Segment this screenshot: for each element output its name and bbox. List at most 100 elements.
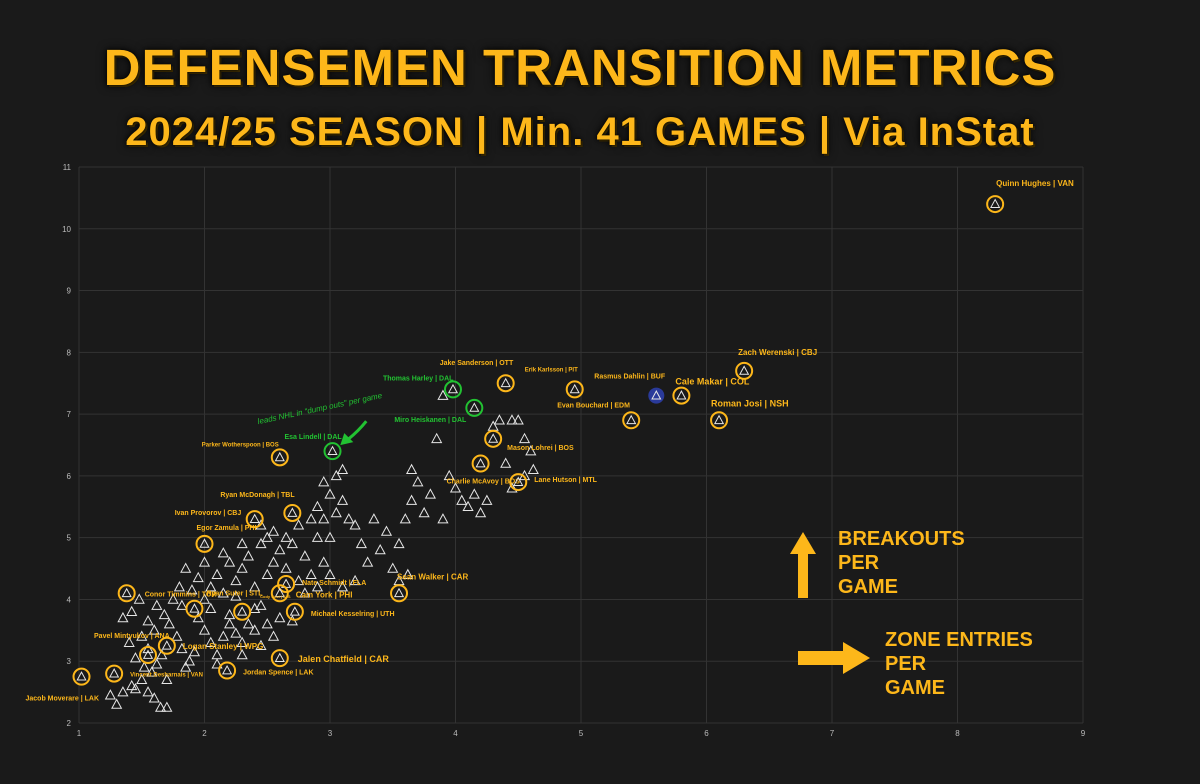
player-ring: [735, 361, 754, 380]
player-point: [163, 618, 175, 629]
player-point: [161, 673, 173, 685]
chart-subtitle: 2024/25 SEASON | Min. 41 GAMES | Via InS…: [125, 110, 1035, 154]
player-point: [443, 469, 455, 481]
player-point: [261, 531, 273, 542]
player-point: [274, 652, 285, 663]
x-tick-label: 3: [328, 729, 333, 738]
player-point: [393, 587, 405, 598]
player-ring: [270, 448, 289, 467]
player-point: [129, 652, 142, 663]
highlighted-player: Charlie McAvoy | BOS: [447, 454, 521, 486]
player-point: [311, 500, 324, 512]
x-tick-label: 6: [704, 729, 709, 738]
player-point: [462, 500, 474, 512]
player-point: [242, 550, 255, 561]
player-label: Erik Karlsson | PIT: [525, 367, 578, 373]
player-ring: [496, 374, 515, 393]
highlighted-player: Logan Stanley | WPG: [157, 636, 263, 655]
player-ring: [484, 429, 503, 448]
player-point: [506, 414, 518, 425]
x-tick-label: 9: [1081, 729, 1086, 738]
player-label: Roman Josi | NSH: [711, 398, 789, 408]
player-label: Mason Lohrei | BOS: [507, 445, 574, 452]
player-point: [293, 519, 305, 530]
player-point: [355, 537, 367, 549]
player-label: Charlie McAvoy | BOS: [447, 479, 521, 486]
player-point: [280, 562, 292, 573]
player-point: [327, 445, 338, 456]
up-arrow-icon: [790, 532, 816, 598]
player-point: [274, 611, 286, 623]
player-point: [469, 402, 480, 412]
player-label: Michael Kesselring | UTH: [311, 611, 395, 618]
player-point: [167, 593, 179, 604]
player-label: Evan Bouchard | EDM: [557, 402, 630, 409]
x-axis-legend: ZONE ENTRIES PER GAME: [885, 629, 1033, 699]
player-point: [324, 488, 336, 499]
player-point: [224, 608, 236, 620]
player-point: [525, 445, 537, 456]
player-point: [123, 636, 135, 647]
highlighted-player: Conor Timmins | TOR: [117, 584, 216, 603]
player-point: [336, 494, 349, 505]
player-point: [242, 618, 255, 629]
player-point: [311, 531, 324, 542]
player-point: [286, 537, 298, 549]
player-point: [431, 432, 443, 444]
player-ring: [270, 584, 289, 603]
chart-title: DEFENSEMEN TRANSITION METRICS: [103, 39, 1057, 96]
player-label: Cam York | PHI: [296, 590, 353, 599]
player-point: [217, 587, 229, 598]
player-point: [230, 627, 242, 638]
player-point: [362, 556, 374, 567]
player-point: [330, 469, 342, 481]
player-point: [237, 606, 248, 616]
player-point: [305, 568, 317, 579]
highlighted-player: Erik Karlsson | PIT: [525, 367, 584, 399]
player-point: [405, 463, 418, 474]
player-point: [405, 494, 418, 505]
player-point: [280, 531, 292, 542]
player-ring: [648, 387, 665, 404]
player-point: [449, 482, 462, 493]
highlighted-player: Roman Josi | NSH: [710, 398, 789, 430]
player-point: [151, 599, 163, 610]
x-tick-label: 7: [830, 729, 835, 738]
player-label: Logan Stanley | WPG: [183, 642, 263, 651]
player-point: [236, 562, 248, 573]
highlighted-players: Quinn Hughes | VAN Zach Werenski | CBJ Cal…: [26, 179, 1075, 703]
player-point: [500, 457, 512, 468]
player-point: [261, 618, 273, 629]
player-label: Jake Sanderson | OTT: [440, 360, 514, 367]
player-ring: [185, 599, 204, 618]
player-point: [236, 636, 248, 647]
highlighted-player: Jacob Moverare | LAK: [26, 667, 99, 703]
player-label: Jordan Spence | LAK: [243, 669, 313, 676]
player-point: [217, 630, 229, 641]
player-point: [255, 599, 267, 610]
player-point: [129, 682, 142, 694]
player-ring: [195, 534, 214, 553]
highlighted-player: Ryan Suter | STL: [185, 591, 263, 618]
player-point: [343, 513, 355, 524]
player-point: [399, 513, 411, 524]
player-point: [318, 476, 330, 487]
player-point: [126, 679, 138, 691]
player-point: [189, 603, 200, 613]
player-label: Lane Hutson | MTL: [534, 477, 597, 484]
highlighted-player: Vincent Desharnais | VAN: [105, 664, 203, 683]
annotation-arrow-icon: [347, 420, 368, 441]
player-point: [126, 605, 138, 617]
player-point: [349, 519, 361, 530]
player-label: Jalen Chatfield | CAR: [298, 654, 390, 664]
player-point: [180, 661, 192, 672]
player-point: [173, 581, 185, 592]
player-point: [349, 574, 361, 586]
player-point: [676, 390, 687, 400]
player-point: [336, 581, 349, 592]
player-label: Zach Werenski | CBJ: [738, 348, 817, 357]
player-point: [205, 581, 217, 592]
player-point: [513, 476, 524, 486]
player-point: [180, 562, 192, 573]
player-point: [249, 602, 261, 613]
